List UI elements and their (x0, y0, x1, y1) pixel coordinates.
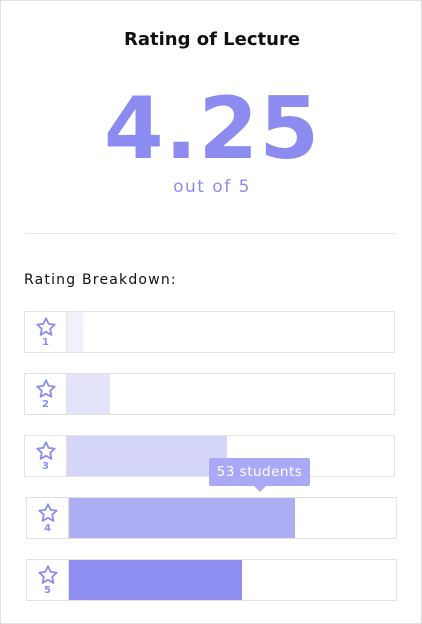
star-outline-icon (35, 441, 56, 460)
star-cell: 3 (25, 436, 67, 476)
star-outline-icon (37, 503, 58, 522)
score-out-of: out of 5 (173, 177, 251, 197)
divider (25, 233, 395, 234)
tooltip-arrow (254, 486, 266, 492)
star-number: 4 (44, 523, 51, 534)
student-count-tooltip: 53 students (209, 458, 310, 492)
rating-bar-4[interactable] (69, 498, 295, 538)
star-number: 1 (42, 337, 49, 348)
star-cell: 4 (27, 498, 69, 538)
star-number: 2 (42, 399, 49, 410)
star-number: 5 (44, 585, 51, 596)
rating-track (67, 374, 394, 414)
star-number: 3 (42, 461, 49, 472)
rating-bar-1[interactable] (67, 312, 84, 352)
star-cell: 1 (25, 312, 67, 352)
star-cell: 2 (25, 374, 67, 414)
tooltip-text: 53 students (216, 464, 303, 480)
breakdown-label: Rating Breakdown: (24, 272, 177, 288)
rating-track (69, 498, 396, 538)
star-cell: 5 (27, 560, 69, 600)
rating-track (67, 312, 394, 352)
rating-bar-3[interactable] (67, 436, 228, 476)
rating-bar-5[interactable] (69, 560, 243, 600)
rating-row-4[interactable]: 4 (26, 497, 397, 539)
rating-row-5[interactable]: 5 (26, 559, 397, 601)
rating-row-2[interactable]: 2 (24, 373, 395, 415)
rating-track (67, 436, 394, 476)
card-title: Rating of Lecture (123, 29, 301, 50)
rating-row-1[interactable]: 1 (24, 311, 395, 353)
rating-track (69, 560, 396, 600)
average-score: 4.25 (103, 79, 321, 179)
rating-bar-2[interactable] (67, 374, 110, 414)
star-outline-icon (35, 317, 56, 336)
star-outline-icon (37, 565, 58, 584)
star-outline-icon (35, 379, 56, 398)
